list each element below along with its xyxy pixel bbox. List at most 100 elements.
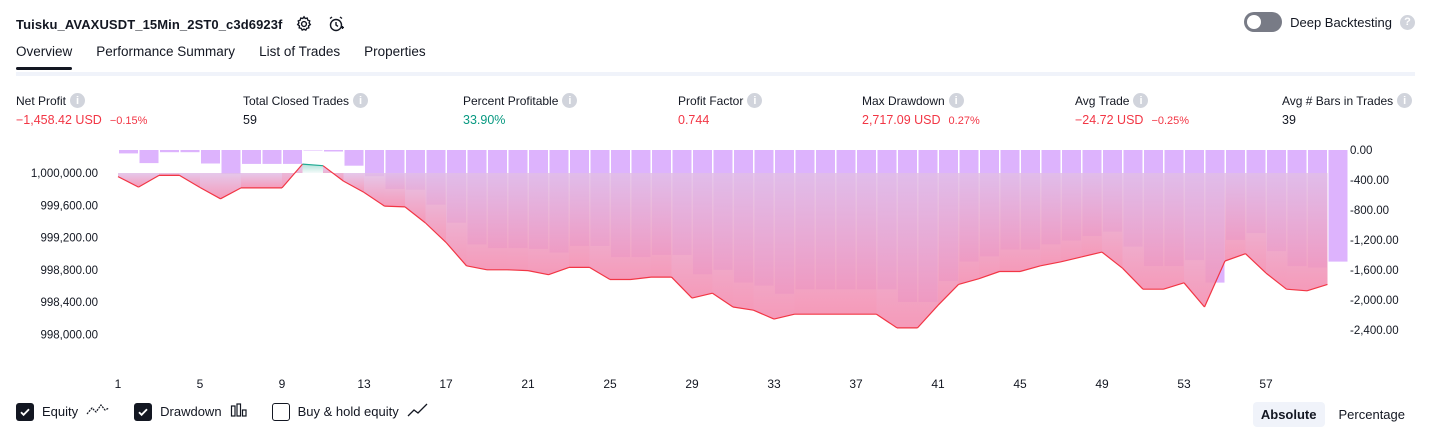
equity-loss-area (671, 173, 692, 299)
equity-gain-area (302, 164, 323, 173)
right-axis-tick: -800.00 (1350, 205, 1389, 217)
equity-loss-area (1163, 173, 1184, 290)
info-icon[interactable]: i (1397, 93, 1413, 108)
equity-loss-area (487, 173, 508, 270)
equity-line-segment (117, 176, 139, 188)
metric-total-closed-trades: Total Closed Trades i 59 (243, 93, 369, 127)
legend-buy-hold-equity[interactable]: Buy & hold equity (271, 402, 431, 421)
legend-equity[interactable]: Equity (16, 402, 110, 421)
equity-loss-area (1184, 173, 1205, 307)
right-axis-tick: -1,600.00 (1350, 265, 1399, 277)
metric-label: Profit Factor (678, 93, 744, 108)
equity-line-segment (384, 205, 406, 208)
tab-performance-summary[interactable]: Performance Summary (96, 44, 236, 59)
equity-line-segment (1203, 260, 1226, 308)
equity-line-segment (466, 265, 488, 271)
equity-loss-area (610, 173, 631, 280)
x-axis-tick: 29 (685, 377, 699, 391)
equity-loss-area (528, 173, 549, 275)
metric-net-profit: Net Profit i −1,458.42 USD −0.15% (16, 93, 147, 127)
metric-value: 33.90% (463, 113, 506, 127)
legend-drawdown[interactable]: Drawdown (134, 402, 247, 421)
drawdown-bar (242, 150, 261, 164)
x-axis-tick: 41 (931, 377, 945, 391)
tab-list-of-trades[interactable]: List of Trades (259, 44, 341, 59)
left-axis-tick: 1,000,000.00 (31, 168, 98, 180)
help-icon[interactable]: ? (1400, 14, 1415, 30)
drawdown-bar (303, 150, 323, 151)
x-axis: 1 5 9 13 17 21 25 29 33 37 41 45 49 53 57 (115, 377, 1273, 391)
equity-line-segment (1183, 282, 1205, 308)
drawdown-bar (365, 150, 384, 177)
metric-value: 0.744 (678, 113, 710, 127)
equity-line-segment (1224, 253, 1246, 262)
equity-line (117, 163, 1328, 329)
info-icon[interactable]: i (747, 93, 763, 108)
info-icon[interactable]: i (70, 93, 86, 108)
x-axis-tick: 13 (357, 377, 371, 391)
equity-loss-area (1020, 173, 1041, 272)
right-axis-tick: 0.00 (1350, 145, 1372, 157)
checkbox-unchecked-icon[interactable] (271, 402, 290, 421)
checkbox-checked-icon[interactable] (134, 402, 153, 421)
drawdown-bar (283, 150, 302, 164)
info-icon[interactable]: i (948, 93, 964, 108)
deep-backtesting-toggle[interactable] (1244, 12, 1283, 32)
metric-percent: −0.15% (109, 115, 148, 127)
left-axis-tick: 999,200.00 (40, 233, 98, 245)
mode-percentage-button[interactable]: Percentage (1338, 407, 1406, 422)
metric-label: Total Closed Trades (243, 93, 350, 108)
drawdown-bar (324, 150, 343, 152)
equity-line-segment (1081, 251, 1103, 258)
tab-properties[interactable]: Properties (364, 44, 426, 59)
deep-backtesting: Deep Backtesting ? (1244, 12, 1415, 32)
tab-overview[interactable]: Overview (16, 44, 73, 70)
checkbox-checked-icon[interactable] (16, 402, 34, 421)
x-axis-tick: 33 (767, 377, 781, 391)
metrics-row: Net Profit i −1,458.42 USD −0.15% Total Cl… (0, 93, 1431, 133)
info-icon[interactable]: i (1133, 93, 1149, 108)
metric-value: −1,458.42 USD (16, 113, 102, 127)
equity-line-segment (199, 186, 221, 200)
drawdown-bar (1328, 150, 1348, 262)
equity-line-segment (527, 270, 549, 276)
settings-icon[interactable] (293, 13, 315, 35)
equity-loss-area (446, 173, 467, 266)
x-axis-tick: 21 (521, 377, 535, 391)
strategy-title: Tuisku_AVAXUSDT_15Min_2ST0_c3d6923f (16, 16, 283, 32)
metric-value: 2,717.09 USD (862, 113, 941, 127)
equity-loss-area (712, 173, 733, 307)
drawdown-bar (344, 150, 364, 166)
equity-line-segment (1306, 283, 1328, 292)
equity-drawdown-chart[interactable]: 1,000,000.00 999,600.00 999,200.00 998,800.… (0, 140, 1431, 395)
drawdown-bar (201, 150, 220, 164)
value-mode-switch: Absolute Percentage (1252, 402, 1413, 427)
equity-loss-area (384, 173, 405, 207)
drawdown-bars-icon (230, 402, 248, 421)
equity-line-segment (589, 266, 611, 281)
right-axis-tick: -2,000.00 (1350, 295, 1399, 307)
equity-line-segment (1265, 272, 1287, 290)
equity-loss-area (774, 173, 795, 320)
equity-line-segment (1060, 256, 1082, 263)
metric-max-drawdown: Max Drawdown i 2,717.09 USD 0.27% (862, 93, 980, 127)
equity-loss-area (651, 173, 672, 278)
mode-absolute-button[interactable]: Absolute (1252, 402, 1325, 427)
equity-loss-area (343, 173, 364, 193)
equity-loss-area (999, 173, 1020, 272)
right-axis-tick: -1,200.00 (1350, 235, 1399, 247)
equity-loss-area (979, 173, 1000, 279)
drawdown-bar (139, 150, 159, 164)
x-axis-tick: 5 (197, 377, 204, 391)
equity-line-segment (404, 206, 426, 224)
info-icon[interactable]: i (562, 93, 578, 108)
equity-loss-area (548, 173, 569, 275)
left-axis-tick: 998,000.00 (40, 329, 98, 341)
info-icon[interactable]: i (353, 93, 369, 108)
add-alert-icon[interactable] (325, 13, 347, 35)
equity-line-segment (753, 309, 775, 320)
equity-line-segment (712, 292, 734, 308)
equity-line-segment (732, 306, 754, 311)
equity-loss-area (507, 173, 528, 271)
equity-line-segment (281, 163, 303, 189)
